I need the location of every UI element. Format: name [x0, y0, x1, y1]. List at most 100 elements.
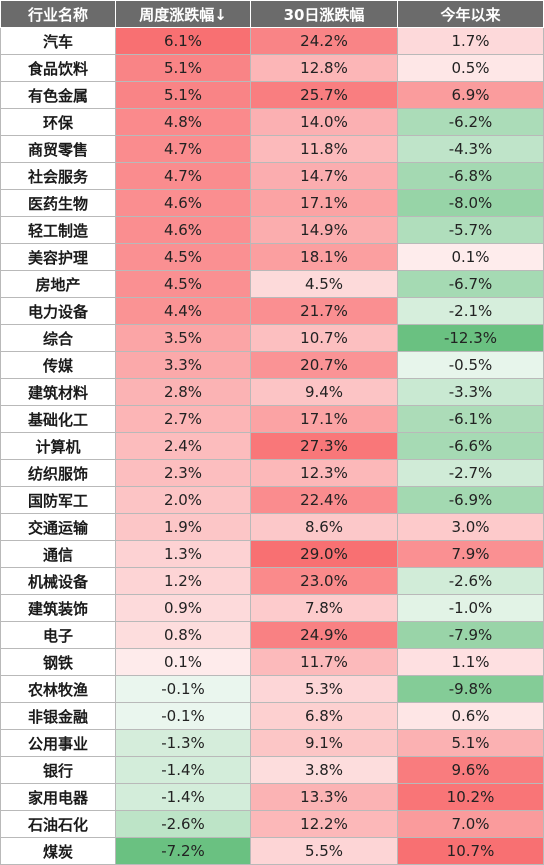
table-row: 煤炭 -7.2% 5.5% 10.7% — [0, 837, 544, 865]
ytd-change-cell: -0.5% — [397, 351, 544, 379]
table-row: 电力设备 4.4% 21.7% -2.1% — [0, 297, 544, 325]
table-row: 纺织服饰 2.3% 12.3% -2.7% — [0, 459, 544, 487]
weekly-change-cell: 2.3% — [115, 459, 251, 487]
weekly-change-cell: 4.7% — [115, 135, 251, 163]
ytd-change-cell: 6.9% — [397, 81, 544, 109]
industry-name-cell: 通信 — [0, 540, 116, 568]
thirty-day-change-cell: 24.2% — [250, 27, 398, 55]
table-row: 电子 0.8% 24.9% -7.9% — [0, 621, 544, 649]
table-row: 美容护理 4.5% 18.1% 0.1% — [0, 243, 544, 271]
industry-name-cell: 建筑材料 — [0, 378, 116, 406]
thirty-day-change-cell: 27.3% — [250, 432, 398, 460]
thirty-day-change-cell: 10.7% — [250, 324, 398, 352]
table-row: 钢铁 0.1% 11.7% 1.1% — [0, 648, 544, 676]
thirty-day-change-cell: 12.3% — [250, 459, 398, 487]
weekly-change-cell: 2.8% — [115, 378, 251, 406]
ytd-change-cell: -2.7% — [397, 459, 544, 487]
thirty-day-change-cell: 22.4% — [250, 486, 398, 514]
industry-name-cell: 传媒 — [0, 351, 116, 379]
weekly-change-cell: 3.5% — [115, 324, 251, 352]
thirty-day-change-cell: 3.8% — [250, 756, 398, 784]
industry-name-cell: 医药生物 — [0, 189, 116, 217]
table-row: 国防军工 2.0% 22.4% -6.9% — [0, 486, 544, 514]
ytd-change-cell: 7.9% — [397, 540, 544, 568]
header-row: 行业名称 周度涨跌幅↓ 30日涨跌幅 今年以来 — [0, 0, 544, 28]
thirty-day-change-cell: 17.1% — [250, 405, 398, 433]
ytd-change-cell: 9.6% — [397, 756, 544, 784]
thirty-day-change-cell: 12.2% — [250, 810, 398, 838]
thirty-day-change-cell: 23.0% — [250, 567, 398, 595]
table-row: 交通运输 1.9% 8.6% 3.0% — [0, 513, 544, 541]
ytd-change-cell: 7.0% — [397, 810, 544, 838]
weekly-change-cell: -7.2% — [115, 837, 251, 865]
industry-name-cell: 商贸零售 — [0, 135, 116, 163]
ytd-change-cell: -7.9% — [397, 621, 544, 649]
table-row: 环保 4.8% 14.0% -6.2% — [0, 108, 544, 136]
industry-name-cell: 钢铁 — [0, 648, 116, 676]
table-row: 农林牧渔 -0.1% 5.3% -9.8% — [0, 675, 544, 703]
thirty-day-change-cell: 24.9% — [250, 621, 398, 649]
thirty-day-change-cell: 12.8% — [250, 54, 398, 82]
ytd-change-cell: -6.7% — [397, 270, 544, 298]
ytd-change-cell: 5.1% — [397, 729, 544, 757]
thirty-day-change-cell: 9.4% — [250, 378, 398, 406]
weekly-change-cell: -1.4% — [115, 756, 251, 784]
weekly-change-cell: -2.6% — [115, 810, 251, 838]
table-row: 通信 1.3% 29.0% 7.9% — [0, 540, 544, 568]
industry-name-cell: 房地产 — [0, 270, 116, 298]
industry-name-cell: 美容护理 — [0, 243, 116, 271]
ytd-change-cell: -12.3% — [397, 324, 544, 352]
table-row: 食品饮料 5.1% 12.8% 0.5% — [0, 54, 544, 82]
industry-name-cell: 银行 — [0, 756, 116, 784]
weekly-change-cell: 2.0% — [115, 486, 251, 514]
industry-name-cell: 环保 — [0, 108, 116, 136]
ytd-change-cell: 10.7% — [397, 837, 544, 865]
table-row: 公用事业 -1.3% 9.1% 5.1% — [0, 729, 544, 757]
weekly-change-cell: -0.1% — [115, 675, 251, 703]
industry-name-cell: 有色金属 — [0, 81, 116, 109]
ytd-change-cell: -9.8% — [397, 675, 544, 703]
table-row: 医药生物 4.6% 17.1% -8.0% — [0, 189, 544, 217]
thirty-day-change-cell: 18.1% — [250, 243, 398, 271]
table-row: 建筑材料 2.8% 9.4% -3.3% — [0, 378, 544, 406]
ytd-change-cell: -6.9% — [397, 486, 544, 514]
weekly-change-cell: 2.7% — [115, 405, 251, 433]
industry-name-cell: 家用电器 — [0, 783, 116, 811]
thirty-day-change-cell: 14.9% — [250, 216, 398, 244]
ytd-change-cell: -6.8% — [397, 162, 544, 190]
thirty-day-change-cell: 11.8% — [250, 135, 398, 163]
weekly-change-cell: 4.5% — [115, 270, 251, 298]
industry-name-cell: 电子 — [0, 621, 116, 649]
industry-name-cell: 社会服务 — [0, 162, 116, 190]
thirty-day-change-cell: 14.7% — [250, 162, 398, 190]
header-30day-change[interactable]: 30日涨跌幅 — [250, 0, 398, 28]
thirty-day-change-cell: 5.5% — [250, 837, 398, 865]
table-row: 银行 -1.4% 3.8% 9.6% — [0, 756, 544, 784]
header-industry-name[interactable]: 行业名称 — [0, 0, 116, 28]
industry-name-cell: 农林牧渔 — [0, 675, 116, 703]
ytd-change-cell: 1.1% — [397, 648, 544, 676]
weekly-change-cell: 4.4% — [115, 297, 251, 325]
table-row: 房地产 4.5% 4.5% -6.7% — [0, 270, 544, 298]
table-row: 传媒 3.3% 20.7% -0.5% — [0, 351, 544, 379]
header-ytd-change[interactable]: 今年以来 — [397, 0, 544, 28]
thirty-day-change-cell: 5.3% — [250, 675, 398, 703]
weekly-change-cell: 6.1% — [115, 27, 251, 55]
table-row: 计算机 2.4% 27.3% -6.6% — [0, 432, 544, 460]
weekly-change-cell: -1.3% — [115, 729, 251, 757]
industry-name-cell: 石油石化 — [0, 810, 116, 838]
ytd-change-cell: -6.2% — [397, 108, 544, 136]
weekly-change-cell: 4.7% — [115, 162, 251, 190]
ytd-change-cell: -4.3% — [397, 135, 544, 163]
header-weekly-change[interactable]: 周度涨跌幅↓ — [115, 0, 251, 28]
industry-name-cell: 交通运输 — [0, 513, 116, 541]
weekly-change-cell: -1.4% — [115, 783, 251, 811]
weekly-change-cell: 4.6% — [115, 216, 251, 244]
ytd-change-cell: 1.7% — [397, 27, 544, 55]
weekly-change-cell: 0.8% — [115, 621, 251, 649]
table-row: 综合 3.5% 10.7% -12.3% — [0, 324, 544, 352]
ytd-change-cell: 0.6% — [397, 702, 544, 730]
industry-name-cell: 综合 — [0, 324, 116, 352]
industry-name-cell: 纺织服饰 — [0, 459, 116, 487]
